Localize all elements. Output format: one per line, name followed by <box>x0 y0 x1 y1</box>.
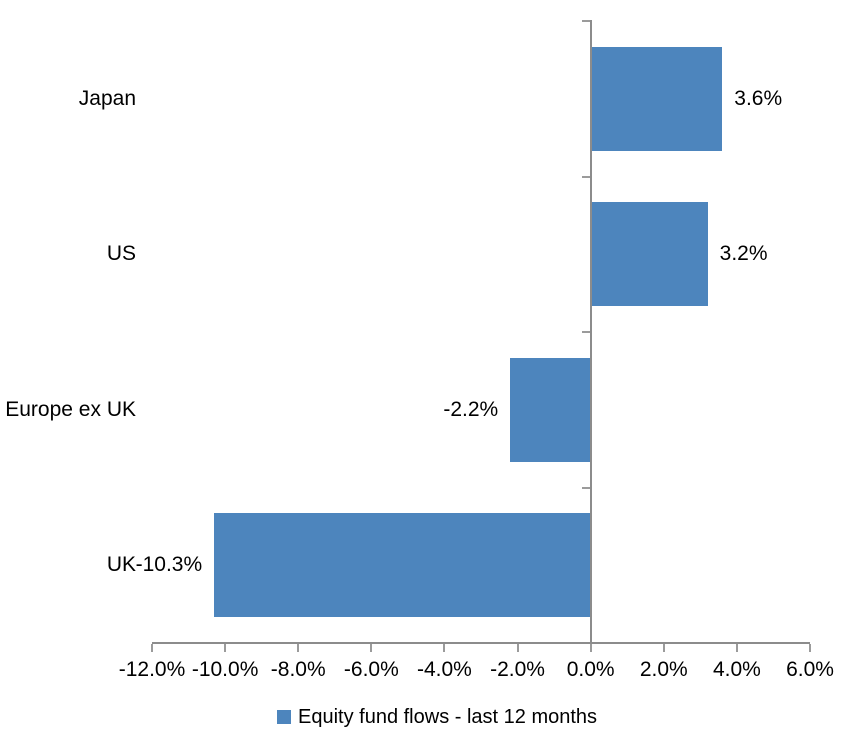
x-tick-label: -4.0% <box>417 658 472 681</box>
x-tick <box>516 644 519 652</box>
x-tick <box>151 644 153 652</box>
x-tick <box>297 644 300 652</box>
x-tick <box>662 644 665 652</box>
bar-us <box>590 202 708 307</box>
legend-marker-icon <box>277 710 291 724</box>
category-label: US <box>106 242 136 266</box>
category-tick <box>581 486 590 489</box>
x-tick-label: -8.0% <box>270 658 326 681</box>
x-tick-label: -2.0% <box>490 658 545 681</box>
x-tick <box>224 644 227 652</box>
x-tick-label: 4.0% <box>712 658 761 681</box>
y-axis-line <box>589 20 592 643</box>
x-tick <box>735 644 738 652</box>
bar-japan <box>590 46 723 151</box>
category-tick <box>581 331 590 333</box>
bar-uk <box>214 513 591 618</box>
bar-europe-ex-uk <box>510 357 591 462</box>
category-tick <box>581 175 590 178</box>
bar-data-label: 3.6% <box>734 86 783 110</box>
legend-label: Equity fund flows - last 12 months <box>298 706 598 728</box>
bar-data-label: 3.2% <box>719 242 768 266</box>
category-tick <box>581 20 590 22</box>
x-tick <box>589 644 592 652</box>
category-label: Japan <box>78 86 136 110</box>
x-tick-label: -10.0% <box>191 658 259 681</box>
bar-data-label: -10.3% <box>135 553 203 577</box>
x-tick-label: 2.0% <box>639 658 688 681</box>
x-tick-label: -6.0% <box>343 658 399 681</box>
x-tick-label: 6.0% <box>786 658 834 681</box>
x-tick-label: 0.0% <box>566 658 615 681</box>
x-tick <box>443 644 446 652</box>
x-tick <box>809 644 811 652</box>
category-label: UK <box>106 553 136 577</box>
x-tick-label: -12.0% <box>118 658 186 681</box>
category-label: Europe ex UK <box>5 397 136 421</box>
bar-data-label: -2.2% <box>443 397 499 421</box>
legend: Equity fund flows - last 12 months <box>277 704 597 730</box>
x-axis-line <box>152 642 810 644</box>
x-tick <box>370 644 373 652</box>
